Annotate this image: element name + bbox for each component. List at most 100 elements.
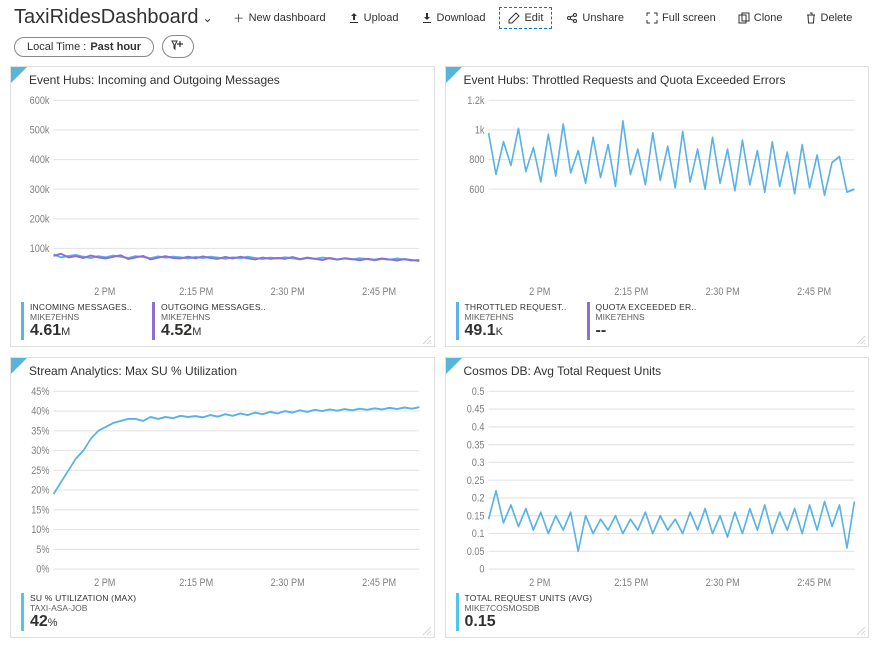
svg-text:2:30 PM: 2:30 PM [271, 286, 305, 298]
filter-row: Local Time : Past hour [0, 31, 879, 66]
metric-value: 4.61M [30, 322, 132, 340]
dashboard-header: TaxiRidesDashboard ⌄ ＋ New dashboard Upl… [0, 0, 879, 31]
pencil-icon [508, 12, 520, 24]
svg-text:0: 0 [479, 564, 484, 576]
resize-handle-icon[interactable] [856, 334, 866, 344]
svg-text:600: 600 [469, 184, 485, 196]
svg-text:0.35: 0.35 [466, 440, 484, 452]
metric-row: TOTAL REQUEST UNITS (AVG) MIKE7COSMOSDB … [446, 591, 869, 637]
dashboard-tile[interactable]: Event Hubs: Incoming and Outgoing Messag… [10, 66, 435, 347]
svg-text:2:15 PM: 2:15 PM [179, 577, 213, 589]
metric-value: -- [596, 322, 697, 340]
delete-button[interactable]: Delete [797, 8, 861, 28]
svg-text:600k: 600k [30, 95, 51, 107]
svg-text:45%: 45% [31, 386, 49, 398]
time-filter-pill[interactable]: Local Time : Past hour [14, 37, 154, 57]
svg-text:0.05: 0.05 [466, 546, 484, 558]
metric-sublabel: MIKE7EHNS [465, 312, 567, 322]
delete-label: Delete [821, 12, 853, 24]
svg-text:0.1: 0.1 [471, 528, 484, 540]
svg-text:2:15 PM: 2:15 PM [614, 577, 648, 589]
svg-text:25%: 25% [31, 465, 49, 477]
dashboard-title: TaxiRidesDashboard [14, 6, 199, 29]
svg-text:0.45: 0.45 [466, 404, 484, 416]
resize-handle-icon[interactable] [422, 625, 432, 635]
chart-area: 0%5%10%15%20%25%30%35%40%45%2 PM2:15 PM2… [11, 380, 434, 591]
tile-filter-corner-icon[interactable] [446, 358, 462, 374]
dashboard-title-dropdown[interactable]: TaxiRidesDashboard ⌄ [14, 6, 213, 29]
upload-button[interactable]: Upload [340, 8, 407, 28]
metric-sublabel: MIKE7EHNS [30, 312, 132, 322]
metric-block: QUOTA EXCEEDED ER.. MIKE7EHNS -- [587, 302, 697, 340]
metric-value: 42% [30, 613, 136, 631]
svg-text:0.3: 0.3 [471, 457, 484, 469]
unshare-button[interactable]: Unshare [558, 8, 632, 28]
resize-handle-icon[interactable] [422, 334, 432, 344]
unshare-icon [566, 12, 578, 24]
svg-text:500k: 500k [30, 125, 51, 137]
metric-label: QUOTA EXCEEDED ER.. [596, 302, 697, 312]
svg-text:15%: 15% [31, 505, 49, 517]
unshare-label: Unshare [582, 12, 624, 24]
tile-filter-corner-icon[interactable] [11, 358, 27, 374]
tile-filter-corner-icon[interactable] [11, 67, 27, 83]
metric-value: 0.15 [465, 613, 593, 631]
svg-text:2:15 PM: 2:15 PM [614, 286, 648, 298]
metric-block: THROTTLED REQUEST.. MIKE7EHNS 49.1K [456, 302, 567, 340]
metric-value: 4.52M [161, 322, 266, 340]
svg-text:1.2k: 1.2k [467, 95, 485, 107]
svg-text:2:45 PM: 2:45 PM [362, 577, 396, 589]
time-filter-prefix: Local Time : [27, 41, 86, 53]
metric-sublabel: MIKE7EHNS [161, 312, 266, 322]
add-filter-icon [171, 39, 185, 54]
clone-icon [738, 12, 750, 24]
svg-text:35%: 35% [31, 426, 49, 438]
svg-text:2:15 PM: 2:15 PM [179, 286, 213, 298]
svg-text:2 PM: 2 PM [94, 286, 115, 298]
svg-text:200k: 200k [30, 214, 51, 226]
svg-text:2:30 PM: 2:30 PM [705, 286, 739, 298]
tile-title: Stream Analytics: Max SU % Utilization [11, 358, 434, 380]
svg-text:5%: 5% [36, 544, 49, 556]
metric-row: SU % UTILIZATION (MAX) TAXI-ASA-JOB 42% [11, 591, 434, 637]
chart-area: 00.050.10.150.20.250.30.350.40.450.52 PM… [446, 380, 869, 591]
dashboard-tile[interactable]: Stream Analytics: Max SU % Utilization0%… [10, 357, 435, 638]
fullscreen-button[interactable]: Full screen [638, 8, 724, 28]
download-icon [421, 12, 433, 24]
svg-text:800: 800 [469, 155, 485, 167]
svg-text:1k: 1k [474, 125, 485, 137]
metric-sublabel: MIKE7EHNS [596, 312, 697, 322]
new-dashboard-button[interactable]: ＋ New dashboard [225, 8, 334, 28]
tile-title: Event Hubs: Throttled Requests and Quota… [446, 67, 869, 89]
edit-button[interactable]: Edit [499, 7, 552, 29]
dashboard-tile[interactable]: Event Hubs: Throttled Requests and Quota… [445, 66, 870, 347]
svg-text:300k: 300k [30, 184, 51, 196]
upload-label: Upload [364, 12, 399, 24]
tile-title: Event Hubs: Incoming and Outgoing Messag… [11, 67, 434, 89]
clone-label: Clone [754, 12, 783, 24]
chart-area: 6008001k1.2k2 PM2:15 PM2:30 PM2:45 PM [446, 89, 869, 300]
svg-text:0.15: 0.15 [466, 511, 484, 523]
dashboard-tile[interactable]: Cosmos DB: Avg Total Request Units 0 0.05 0… [445, 357, 870, 638]
chevron-down-icon: ⌄ [203, 11, 213, 25]
tile-title: Cosmos DB: Avg Total Request Units [446, 358, 869, 380]
svg-text:2:30 PM: 2:30 PM [271, 577, 305, 589]
metric-label: THROTTLED REQUEST.. [465, 302, 567, 312]
svg-text:30%: 30% [31, 446, 49, 458]
metric-label: TOTAL REQUEST UNITS (AVG) [465, 593, 593, 603]
download-button[interactable]: Download [413, 8, 494, 28]
fullscreen-icon [646, 12, 658, 24]
metric-label: SU % UTILIZATION (MAX) [30, 593, 136, 603]
resize-handle-icon[interactable] [856, 625, 866, 635]
metric-block: TOTAL REQUEST UNITS (AVG) MIKE7COSMOSDB … [456, 593, 593, 631]
svg-text:2:45 PM: 2:45 PM [797, 577, 831, 589]
clone-button[interactable]: Clone [730, 8, 791, 28]
metric-sublabel: MIKE7COSMOSDB [465, 603, 593, 613]
add-filter-button[interactable] [162, 35, 194, 58]
upload-icon [348, 12, 360, 24]
metric-sublabel: TAXI-ASA-JOB [30, 603, 136, 613]
metric-row: THROTTLED REQUEST.. MIKE7EHNS 49.1K QUOT… [446, 300, 869, 346]
chart-area: 100k200k300k400k500k600k2 PM2:15 PM2:30 … [11, 89, 434, 300]
svg-text:2 PM: 2 PM [94, 577, 115, 589]
tile-filter-corner-icon[interactable] [446, 67, 462, 83]
